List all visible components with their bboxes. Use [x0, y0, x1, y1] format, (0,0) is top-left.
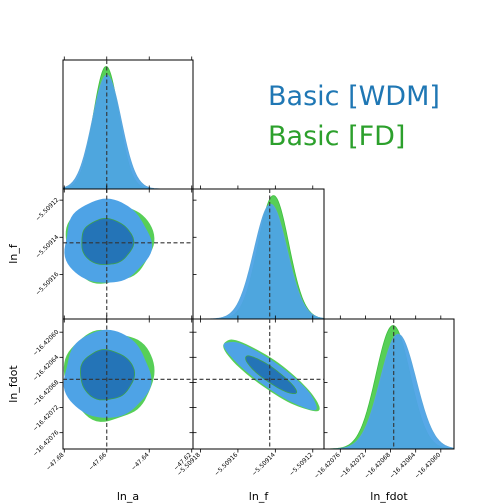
- x-axis-label-ln-a: ln_a: [117, 490, 139, 503]
- y-tick-label: −5.50914: [34, 234, 60, 260]
- y-axis-label-ln-f: ln_f: [7, 243, 20, 264]
- legend-entry-fd: Basic [FD]: [268, 121, 405, 152]
- y-tick-label: −5.50912: [34, 196, 60, 222]
- x-tick-label: −47.68: [45, 451, 66, 472]
- x-tick-label: −47.64: [130, 451, 151, 472]
- y-tick-label: −5.50916: [34, 271, 60, 297]
- x-tick-label: −16.42060: [413, 451, 442, 480]
- panel-frame-r2c1: [193, 319, 324, 449]
- legend-entry-wdm: Basic [WDM]: [268, 81, 440, 112]
- x-axis-label-ln-fdot: ln_fdot: [370, 490, 408, 503]
- marginal-ln_a-wdm: [63, 75, 193, 189]
- x-tick-label: −5.50912: [288, 451, 314, 477]
- x-tick-label: −5.50916: [213, 451, 239, 477]
- x-tick-label: −47.66: [88, 451, 109, 472]
- marginal-ln_fdot-wdm: [324, 334, 454, 449]
- x-tick-label: −5.50914: [251, 451, 277, 477]
- x-axis-label-ln-f: ln_f: [249, 490, 270, 503]
- y-axis-label-ln-fdot: ln_fdot: [7, 365, 20, 403]
- y-tick-label: −16.42060: [32, 329, 61, 358]
